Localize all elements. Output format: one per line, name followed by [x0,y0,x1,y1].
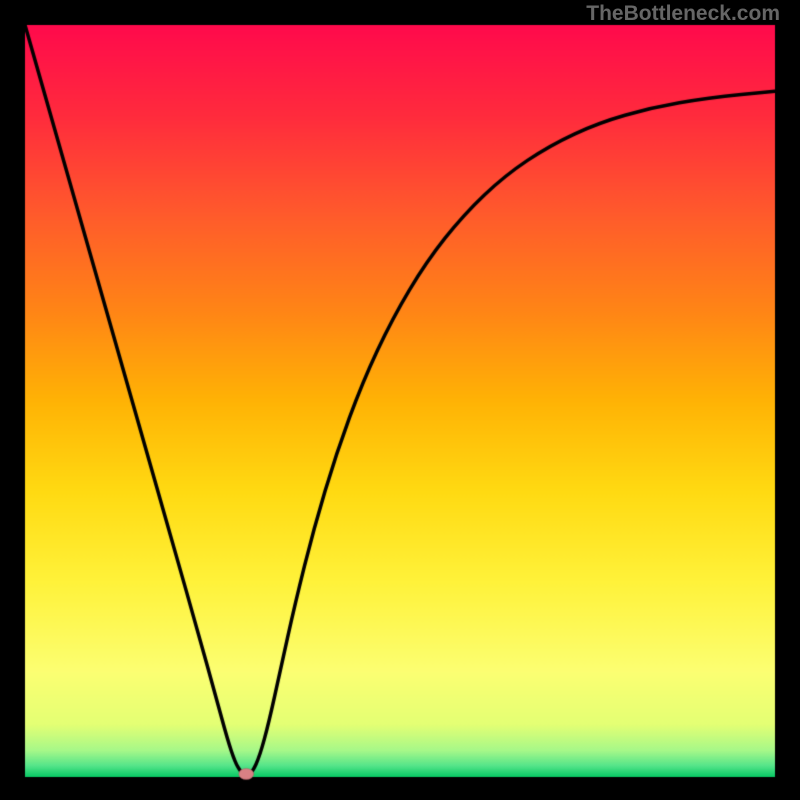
chart-container: TheBottleneck.com [0,0,800,800]
watermark-text: TheBottleneck.com [586,2,780,26]
bottleneck-chart-canvas [0,0,800,800]
